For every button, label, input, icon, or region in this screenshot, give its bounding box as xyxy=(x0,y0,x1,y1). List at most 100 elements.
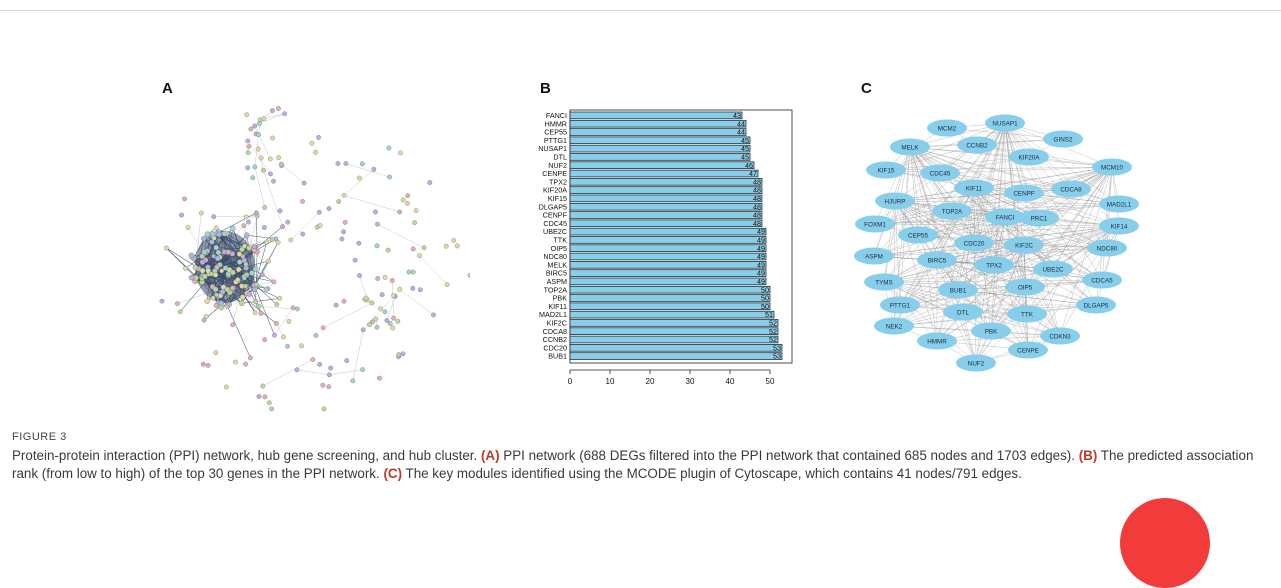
caption-tag-c: (C) xyxy=(383,466,402,481)
svg-text:NDC80: NDC80 xyxy=(1097,245,1118,252)
node-oip5: OIP5 xyxy=(1005,279,1045,296)
node-kif15: KIF15 xyxy=(866,162,906,179)
svg-text:KIF20A: KIF20A xyxy=(1019,154,1041,161)
node-bub1: BUB1 xyxy=(938,282,978,299)
bar-kif20a xyxy=(570,187,762,194)
x-tick-label-30: 30 xyxy=(686,377,695,386)
node-tyms: TYMS xyxy=(864,274,904,291)
bar-top2a xyxy=(570,286,770,293)
node-dtl: DTL xyxy=(943,304,983,321)
svg-text:TYMS: TYMS xyxy=(875,279,893,286)
svg-text:TOP2A: TOP2A xyxy=(942,208,963,215)
figure-label: FIGURE 3 xyxy=(12,431,67,443)
svg-text:HMMR: HMMR xyxy=(927,338,947,345)
bar-pbk xyxy=(570,295,770,302)
node-dlgap5: DLGAP5 xyxy=(1076,297,1116,314)
network-a-nodes xyxy=(160,106,470,411)
node-gins2: GINS2 xyxy=(1043,131,1083,148)
svg-text:CENPF: CENPF xyxy=(1013,190,1034,197)
svg-text:FANCI: FANCI xyxy=(996,214,1015,221)
svg-text:BUB1: BUB1 xyxy=(950,287,967,294)
bar-kif2c xyxy=(570,320,778,327)
svg-text:PTTG1: PTTG1 xyxy=(890,302,911,309)
x-tick-label-50: 50 xyxy=(766,377,775,386)
bar-cdc45 xyxy=(570,220,762,227)
bar-ube2c xyxy=(570,228,766,235)
svg-text:MAD2L1: MAD2L1 xyxy=(1107,201,1132,208)
svg-text:KIF14: KIF14 xyxy=(1111,223,1128,230)
node-pbk: PBK xyxy=(971,323,1011,340)
node-nuf2: NUF2 xyxy=(956,355,996,372)
bar-aspm xyxy=(570,278,766,285)
svg-text:BIRC5: BIRC5 xyxy=(928,257,947,264)
bar-kif11 xyxy=(570,303,770,310)
bar-pttg1 xyxy=(570,137,750,144)
tick-label-bub1: BUB1 xyxy=(548,352,567,361)
svg-text:CEP55: CEP55 xyxy=(908,232,928,239)
node-ube2c: UBE2C xyxy=(1033,261,1073,278)
svg-text:CDCA5: CDCA5 xyxy=(1091,277,1113,284)
svg-text:KIF15: KIF15 xyxy=(878,167,895,174)
svg-text:TPX2: TPX2 xyxy=(986,262,1002,269)
node-cdkn3: CDKN3 xyxy=(1040,328,1080,345)
svg-text:CDC20: CDC20 xyxy=(964,240,985,247)
bar-ccnb2 xyxy=(570,336,778,343)
svg-text:PBK: PBK xyxy=(985,328,998,335)
corner-badge xyxy=(1120,498,1210,588)
node-melk: MELK xyxy=(890,139,930,156)
caption-tag-b: (B) xyxy=(1079,448,1098,463)
bar-bub1 xyxy=(570,353,782,360)
svg-text:DTL: DTL xyxy=(957,309,969,316)
node-cdca8: CDCA8 xyxy=(1051,181,1091,198)
figure-caption: Protein-protein interaction (PPI) networ… xyxy=(12,447,1262,483)
svg-text:GINS2: GINS2 xyxy=(1054,136,1073,143)
node-pttg1: PTTG1 xyxy=(880,297,920,314)
svg-text:CCNB2: CCNB2 xyxy=(966,142,988,149)
bar-dlgap5 xyxy=(570,203,762,210)
node-cenpe: CENPE xyxy=(1008,342,1048,359)
node-top2a: TOP2A xyxy=(932,203,972,220)
caption-intro: Protein-protein interaction (PPI) networ… xyxy=(12,448,477,463)
node-mad2l1: MAD2L1 xyxy=(1099,196,1139,213)
x-tick-label-20: 20 xyxy=(646,377,655,386)
bar-mad2l1 xyxy=(570,311,774,318)
node-hmmr: HMMR xyxy=(917,333,957,350)
node-ndc80: NDC80 xyxy=(1087,240,1127,257)
node-prc1: PRC1 xyxy=(1019,210,1059,227)
node-ttk: TTK xyxy=(1007,306,1047,323)
svg-text:PRC1: PRC1 xyxy=(1031,215,1048,222)
svg-text:MCM10: MCM10 xyxy=(1101,164,1124,171)
bar-melk xyxy=(570,261,766,268)
panel-label-b: B xyxy=(540,80,551,97)
node-aspm: ASPM xyxy=(854,248,894,265)
node-hjurp: HJURP xyxy=(875,193,915,210)
svg-text:KIF11: KIF11 xyxy=(966,185,983,192)
bar-tpx2 xyxy=(570,178,762,185)
svg-text:CDCA8: CDCA8 xyxy=(1060,186,1082,193)
bar-ttk xyxy=(570,237,766,244)
svg-text:HJURP: HJURP xyxy=(885,198,906,205)
svg-text:CENPE: CENPE xyxy=(1017,347,1039,354)
svg-text:NUSAP1: NUSAP1 xyxy=(992,120,1018,127)
panel-label-c: C xyxy=(861,80,872,97)
top-divider xyxy=(0,10,1281,11)
ppi-network-a xyxy=(150,92,470,422)
node-ccnb2: CCNB2 xyxy=(957,137,997,154)
node-cdca5: CDCA5 xyxy=(1082,272,1122,289)
caption-text-a: PPI network (688 DEGs filtered into the … xyxy=(503,448,1075,463)
node-kif20a: KIF20A xyxy=(1009,149,1049,166)
svg-text:KIF2C: KIF2C xyxy=(1015,242,1033,249)
node-cep55: CEP55 xyxy=(898,227,938,244)
svg-text:FOXM1: FOXM1 xyxy=(864,221,886,228)
node-kif2c: KIF2C xyxy=(1004,237,1044,254)
bar-dtl xyxy=(570,154,750,161)
bar-birc5 xyxy=(570,270,766,277)
node-tpx2: TPX2 xyxy=(974,257,1014,274)
node-fanci: FANCI xyxy=(985,209,1025,226)
svg-text:CDC45: CDC45 xyxy=(930,170,951,177)
bar-nuf2 xyxy=(570,162,754,169)
bar-cep55 xyxy=(570,129,746,136)
bar-ndc80 xyxy=(570,253,766,260)
